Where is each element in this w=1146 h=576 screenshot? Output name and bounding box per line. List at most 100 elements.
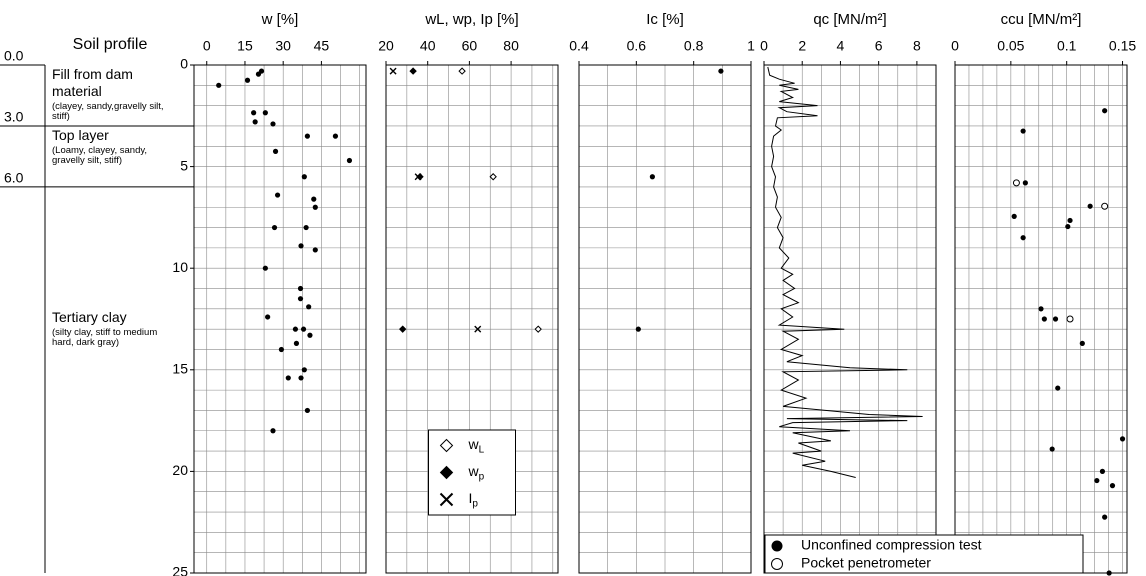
point (1049, 446, 1055, 452)
x-tick-label: 60 (462, 38, 478, 54)
layer-note: (clayey, sandy,gravelly silt, stiff) (52, 100, 164, 122)
point (292, 326, 299, 332)
point (1102, 514, 1108, 520)
profile-line (767, 66, 923, 478)
x-tick-label: 80 (503, 38, 519, 54)
point (300, 326, 307, 332)
point (278, 346, 285, 353)
x-tick-label: 40 (420, 38, 436, 54)
legend-marker (439, 492, 454, 507)
point (1012, 179, 1020, 187)
point (1055, 385, 1061, 391)
y-tick-label: 25 (172, 564, 188, 576)
point (332, 133, 339, 139)
legend-marker (439, 438, 454, 453)
point (1020, 235, 1026, 241)
point (409, 67, 417, 75)
point (1020, 128, 1026, 134)
point (1109, 483, 1116, 489)
x-tick-label: 0.4 (569, 38, 589, 54)
point (270, 121, 276, 127)
x-tick-label: 0.8 (684, 38, 704, 54)
x-tick-label: 8 (913, 38, 921, 54)
layer-note: (Loamy, clayey, sandy, gravelly silt, st… (52, 144, 148, 166)
layer-text: Tertiary clay (silty clay, stiff to mediu… (52, 310, 164, 348)
panel-title: w [%] (261, 11, 299, 28)
x-tick-label: 0.05 (997, 38, 1024, 54)
plot-frame (954, 64, 1128, 574)
point (293, 340, 300, 346)
point (1079, 340, 1085, 346)
point (1066, 315, 1074, 323)
point (304, 133, 310, 139)
soil-profile-title: Soil profile (73, 36, 148, 53)
point (489, 173, 497, 181)
point (534, 325, 542, 333)
y-tick-label: 5 (180, 157, 188, 173)
point (1022, 180, 1028, 186)
point (306, 304, 312, 310)
x-tick-label: 0 (951, 38, 959, 54)
legend-box (764, 534, 1084, 574)
legend-marker (771, 540, 783, 552)
x-tick-label: 0.6 (627, 38, 647, 54)
point (244, 77, 251, 83)
point (649, 174, 655, 180)
legend-marker (439, 465, 454, 480)
plot-frame (385, 64, 559, 574)
point (297, 296, 304, 302)
y-tick-label: 10 (172, 259, 188, 275)
point (301, 174, 307, 180)
layer-text: Top layer (Loamy, clayey, sandy, gravelly… (52, 128, 164, 166)
point (298, 375, 304, 381)
point (298, 243, 304, 249)
point (272, 148, 279, 154)
point (262, 110, 268, 116)
y-tick-label: 15 (172, 361, 188, 377)
point (1094, 477, 1100, 484)
legend-label: Unconfined compression test (801, 537, 982, 553)
depth-label: 0.0 (4, 48, 24, 64)
x-tick-label: 20 (378, 38, 394, 54)
point (274, 192, 281, 198)
depth-label: 6.0 (4, 170, 24, 186)
x-tick-label: 30 (275, 38, 291, 54)
point (301, 367, 307, 373)
point (1119, 436, 1126, 442)
point (1101, 202, 1109, 210)
legend-label: Ip (469, 490, 479, 509)
point (1052, 316, 1059, 322)
point (718, 68, 724, 74)
point (1038, 306, 1044, 312)
point (271, 224, 278, 231)
point (346, 157, 353, 164)
point (1106, 570, 1112, 576)
x-tick-label: 0 (203, 38, 211, 54)
plot-frame (578, 64, 752, 574)
point (303, 224, 309, 231)
point (262, 265, 268, 271)
layer-note: (silty clay, stiff to medium hard, dark … (52, 327, 158, 349)
point (252, 119, 258, 125)
plot-frame (193, 64, 367, 574)
point (458, 67, 466, 75)
x-tick-label: 4 (837, 38, 845, 54)
panel-title: Ic [%] (646, 11, 684, 28)
point (270, 428, 276, 434)
panel-title: wL, wp, Ip [%] (424, 11, 518, 28)
point (265, 314, 271, 320)
point (251, 110, 257, 116)
point (307, 332, 313, 338)
point (1102, 108, 1108, 114)
point (1011, 213, 1017, 219)
point (1087, 203, 1093, 209)
x-tick-label: 0.1 (1057, 38, 1077, 54)
point (1067, 217, 1073, 224)
point (1099, 468, 1106, 474)
point (389, 67, 397, 75)
legend-label: Pocket penetrometer (801, 555, 931, 571)
point (398, 325, 407, 333)
layer-name: Tertiary clay (52, 309, 127, 326)
